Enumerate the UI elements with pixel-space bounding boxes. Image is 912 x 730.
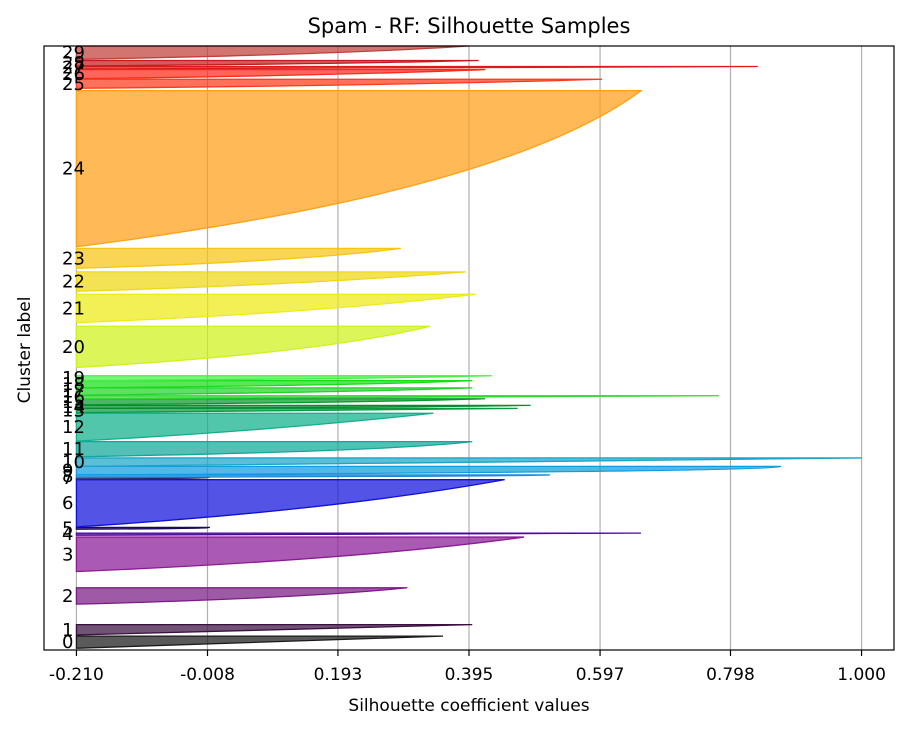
cluster-label: 5 [62, 518, 73, 539]
cluster-label: 23 [62, 248, 85, 269]
x-tick-label: -0.008 [180, 665, 235, 685]
cluster-label: 22 [62, 272, 85, 293]
x-axis-label: Silhouette coefficient values [348, 696, 589, 716]
x-tick-label: 0.193 [314, 665, 363, 685]
cluster-label: 2 [62, 586, 73, 607]
x-tick-label: -0.210 [49, 665, 104, 685]
cluster-label: 24 [62, 159, 85, 180]
chart-title: Spam - RF: Silhouette Samples [308, 14, 631, 38]
x-tick-label: 0.597 [576, 665, 625, 685]
cluster-label: 19 [62, 368, 85, 389]
y-axis-label: Cluster label [15, 297, 35, 404]
cluster-label: 6 [62, 493, 73, 514]
cluster-label: 20 [62, 337, 85, 358]
cluster-label: 11 [62, 439, 85, 460]
x-tick-label: 0.395 [445, 665, 494, 685]
cluster-label: 29 [62, 43, 85, 64]
x-tick-label: 0.798 [706, 665, 755, 685]
cluster-label: 3 [62, 544, 73, 565]
x-tick-label: 1.000 [837, 665, 886, 685]
cluster-label: 21 [62, 298, 85, 319]
cluster-label: 1 [62, 620, 73, 641]
